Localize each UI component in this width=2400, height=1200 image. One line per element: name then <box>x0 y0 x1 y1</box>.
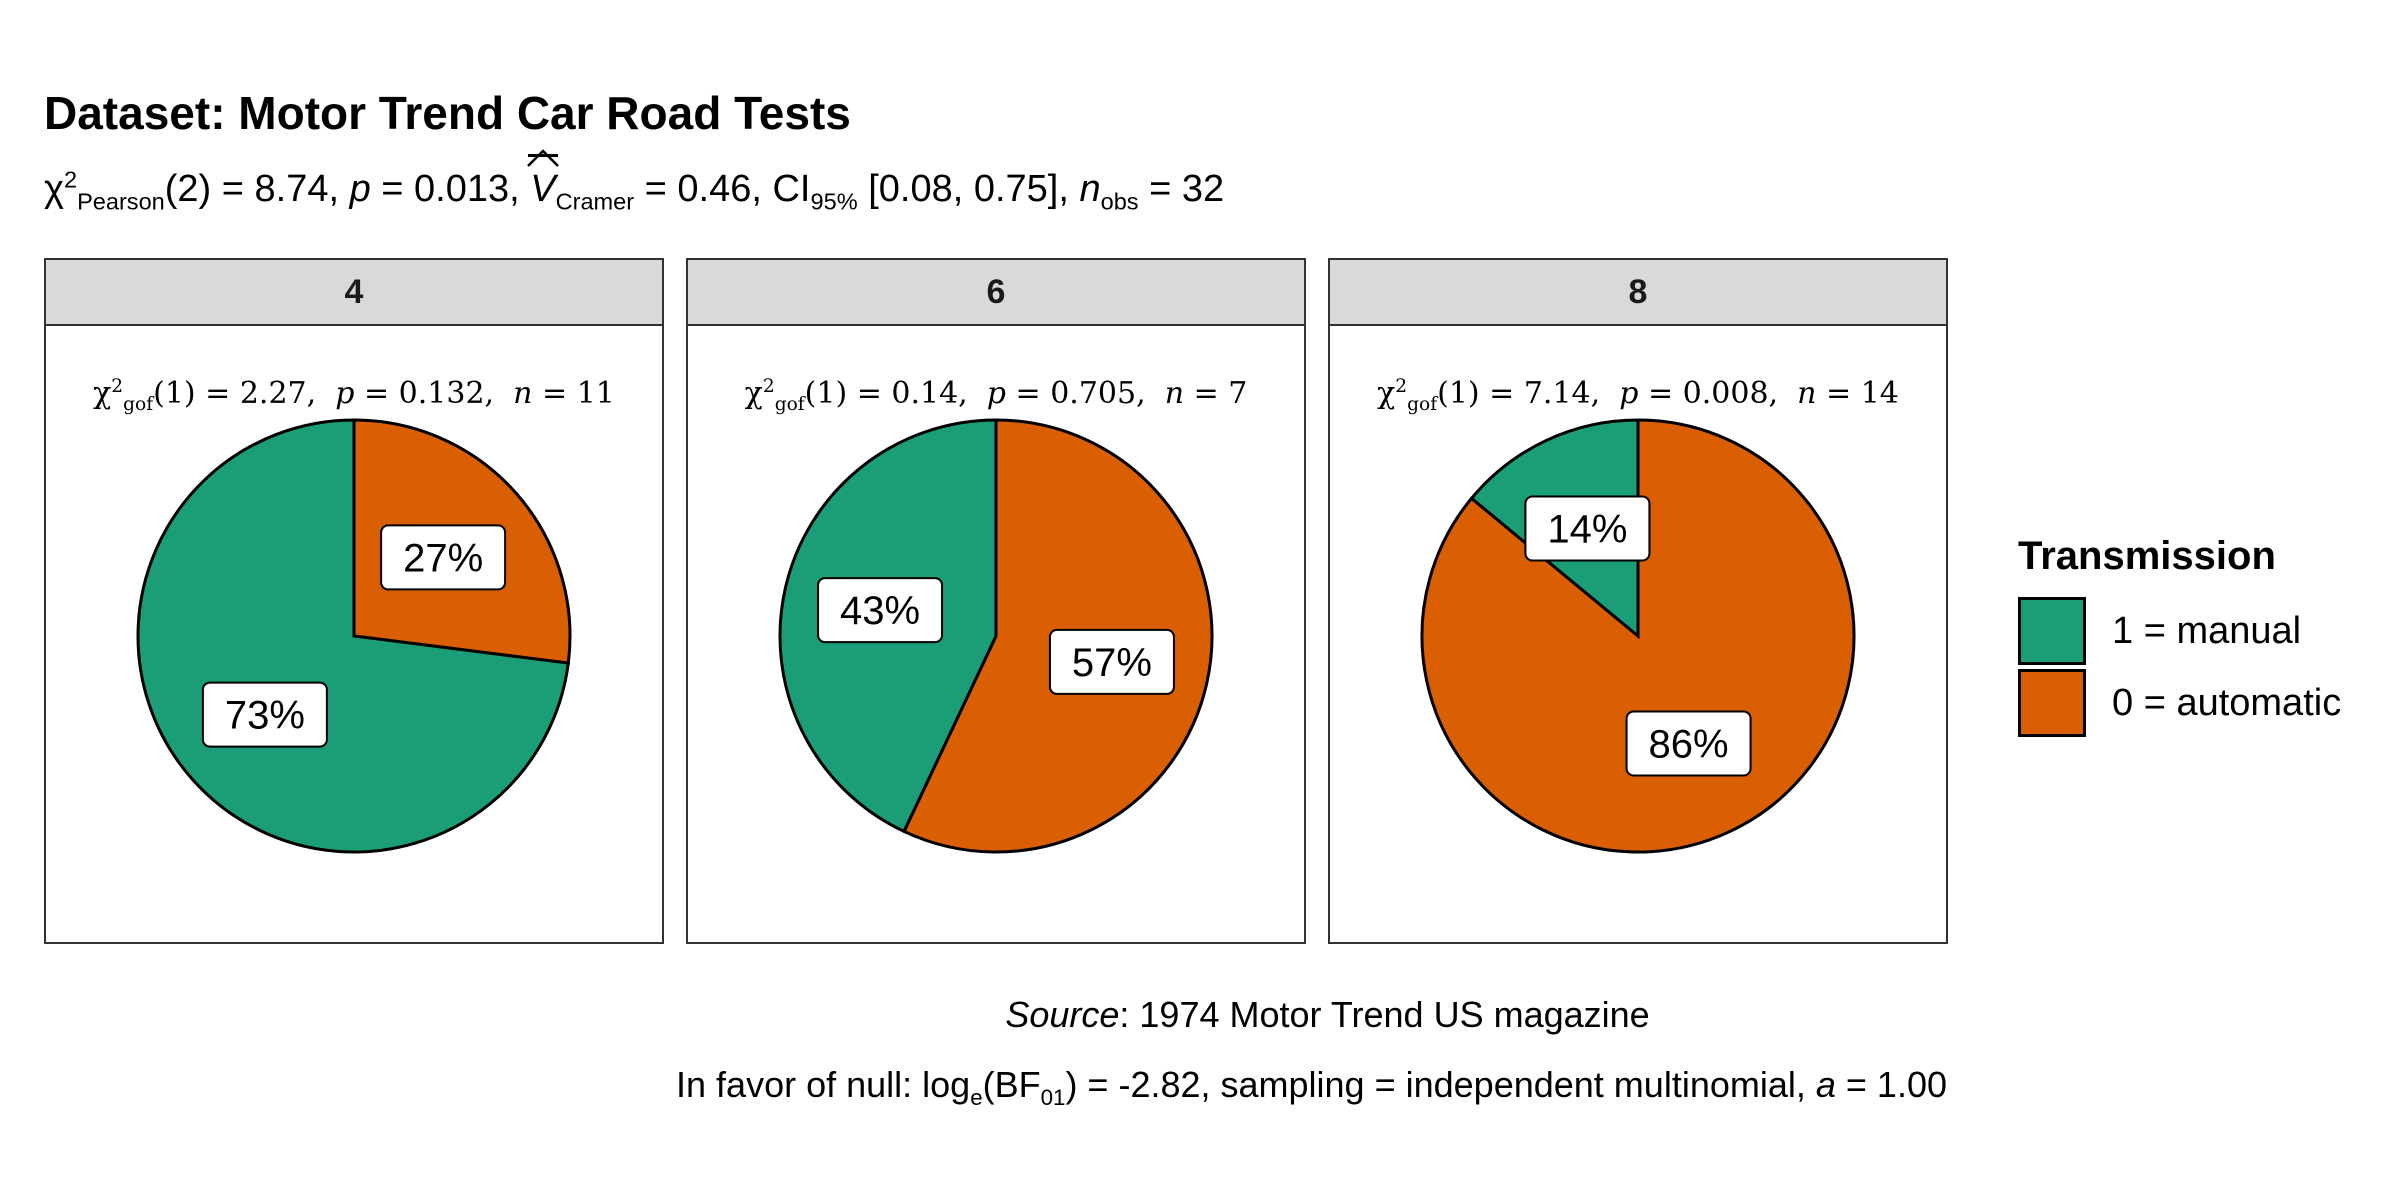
stat-n-label: n <box>1164 376 1185 411</box>
slice-label: 27% <box>380 524 507 591</box>
chart-subtitle: χ2Pearson(2) = 8.74, p = 0.013, VCramer … <box>44 149 1225 213</box>
stat-p-label: p <box>1619 376 1639 411</box>
slice-label-text: 86% <box>1649 722 1729 766</box>
stat-sup: 2 <box>1395 376 1408 397</box>
stat-p-label: p <box>986 376 1007 411</box>
stat-chi: χ <box>1377 376 1396 411</box>
slice-label-box <box>1625 710 1752 777</box>
chart-title: Dataset: Motor Trend Car Road Tests <box>44 87 851 139</box>
bf-mid: (BF <box>982 1064 1041 1105</box>
hat-icon <box>527 149 560 167</box>
ci-sub: 95% <box>810 188 858 215</box>
v-sub: Cramer <box>555 188 635 215</box>
caption-bayes: In favor of null: loge(BF01) = -2.82, sa… <box>676 1064 1947 1109</box>
facet-stat-line: χ2gof(1) = 2.27, p = 0.132, n = 11 <box>44 376 664 414</box>
stat-p-value: = 0.008, <box>1638 376 1798 411</box>
slice-label-text: 43% <box>840 589 920 633</box>
v-label: V <box>530 168 556 210</box>
bf-sub: 01 <box>1040 1085 1066 1111</box>
p-text: = 0.013, <box>370 168 531 210</box>
a-label: a <box>1815 1064 1836 1105</box>
stat-chi: χ <box>744 376 763 411</box>
stat-n-value: = 11 <box>532 376 615 411</box>
stat-sub: gof <box>123 394 154 415</box>
slice-label-text: 14% <box>1547 508 1627 552</box>
v-hat: V <box>527 149 560 211</box>
legend-label-manual: 1 = manual <box>2112 609 2302 652</box>
n-text: = 32 <box>1138 168 1225 210</box>
bf-rest: ) = -2.82, sampling = independent multin… <box>1065 1064 1816 1105</box>
stat-df: (1) <box>1437 376 1480 411</box>
v-text: = 0.46, CI <box>634 168 811 210</box>
facet-strip-label: 8 <box>1328 258 1948 326</box>
df-text: (2) = 8.74, <box>164 168 350 210</box>
pie-chart: 86% 14% <box>1420 418 1856 854</box>
stat-df: (1) <box>804 376 848 411</box>
slice-label-box <box>1048 628 1175 695</box>
chi-sup: 2 <box>63 166 78 193</box>
slice-label-text: 27% <box>403 536 483 580</box>
n-sub: obs <box>1100 188 1139 215</box>
slice-label-box <box>1524 495 1651 562</box>
slice-label-text: 73% <box>225 694 305 738</box>
facet-strip-label: 6 <box>686 258 1306 326</box>
chi-sub: Pearson <box>77 188 165 215</box>
stat-sub: gof <box>1407 394 1438 415</box>
facet-strip-label: 4 <box>44 258 664 326</box>
n-label: n <box>1079 168 1101 210</box>
slice-label-box <box>201 681 328 748</box>
facet-panel-4: 4 χ2gof(1) = 2.27, p = 0.132, n = 11 27% 73… <box>44 258 664 948</box>
a-text: = 1.00 <box>1835 1064 1947 1105</box>
stat-sup: 2 <box>111 376 124 397</box>
stat-n-value: = 14 <box>1816 376 1899 411</box>
p-label: p <box>349 168 371 210</box>
slice-label-box <box>817 577 944 644</box>
stat-p-value: = 0.132, <box>354 376 514 411</box>
stat-df: (1) <box>153 376 196 411</box>
stat-n-label: n <box>1797 376 1817 411</box>
bf-prefix: In favor of null: log <box>676 1064 971 1105</box>
legend-label-automatic: 0 = automatic <box>2112 681 2342 724</box>
facet-stat-line: χ2gof(1) = 7.14, p = 0.008, n = 14 <box>1328 376 1948 414</box>
stat-n-label: n <box>513 376 533 411</box>
bf-e: e <box>970 1085 983 1111</box>
stat-value: = 7.14, <box>1479 376 1620 411</box>
pie-chart: 27% 73% <box>136 418 572 854</box>
stat-sub: gof <box>774 394 805 415</box>
facet-panel-8: 8 χ2gof(1) = 7.14, p = 0.008, n = 14 86% 14… <box>1328 258 1948 948</box>
stat-value: = 0.14, <box>847 376 987 411</box>
legend-item-automatic: 0 = automatic <box>2018 669 2341 737</box>
ci-text: [0.08, 0.75], <box>857 168 1080 210</box>
slice-label: 57% <box>1048 628 1175 695</box>
slice-label: 14% <box>1524 495 1651 562</box>
stat-p-value: = 0.705, <box>1006 376 1165 411</box>
legend-item-manual: 1 = manual <box>2018 597 2301 665</box>
legend-title: Transmission <box>2018 534 2276 578</box>
facet-panel-6: 6 χ2gof(1) = 0.14, p = 0.705, n = 7 57% 43% <box>686 258 1306 948</box>
stat-p-label: p <box>335 376 355 411</box>
legend-key-automatic <box>2018 669 2086 737</box>
slice-label-box <box>380 524 507 591</box>
stat-value: = 2.27, <box>195 376 336 411</box>
legend-key-manual <box>2018 597 2086 665</box>
stat-n-value: = 7 <box>1184 376 1248 411</box>
slice-label: 73% <box>201 681 328 748</box>
slice-label-text: 57% <box>1072 641 1152 685</box>
source-text: : 1974 Motor Trend US magazine <box>1119 994 1650 1035</box>
slice-label: 43% <box>817 577 944 644</box>
stat-chi: χ <box>93 376 112 411</box>
caption-source: Source: 1974 Motor Trend US magazine <box>0 994 2400 1036</box>
source-label: Source <box>1005 994 1120 1035</box>
pie-chart: 57% 43% <box>778 418 1214 854</box>
chi-symbol: χ <box>44 168 64 210</box>
facet-stat-line: χ2gof(1) = 0.14, p = 0.705, n = 7 <box>686 376 1306 414</box>
stat-sup: 2 <box>762 376 775 397</box>
slice-label: 86% <box>1625 710 1752 777</box>
